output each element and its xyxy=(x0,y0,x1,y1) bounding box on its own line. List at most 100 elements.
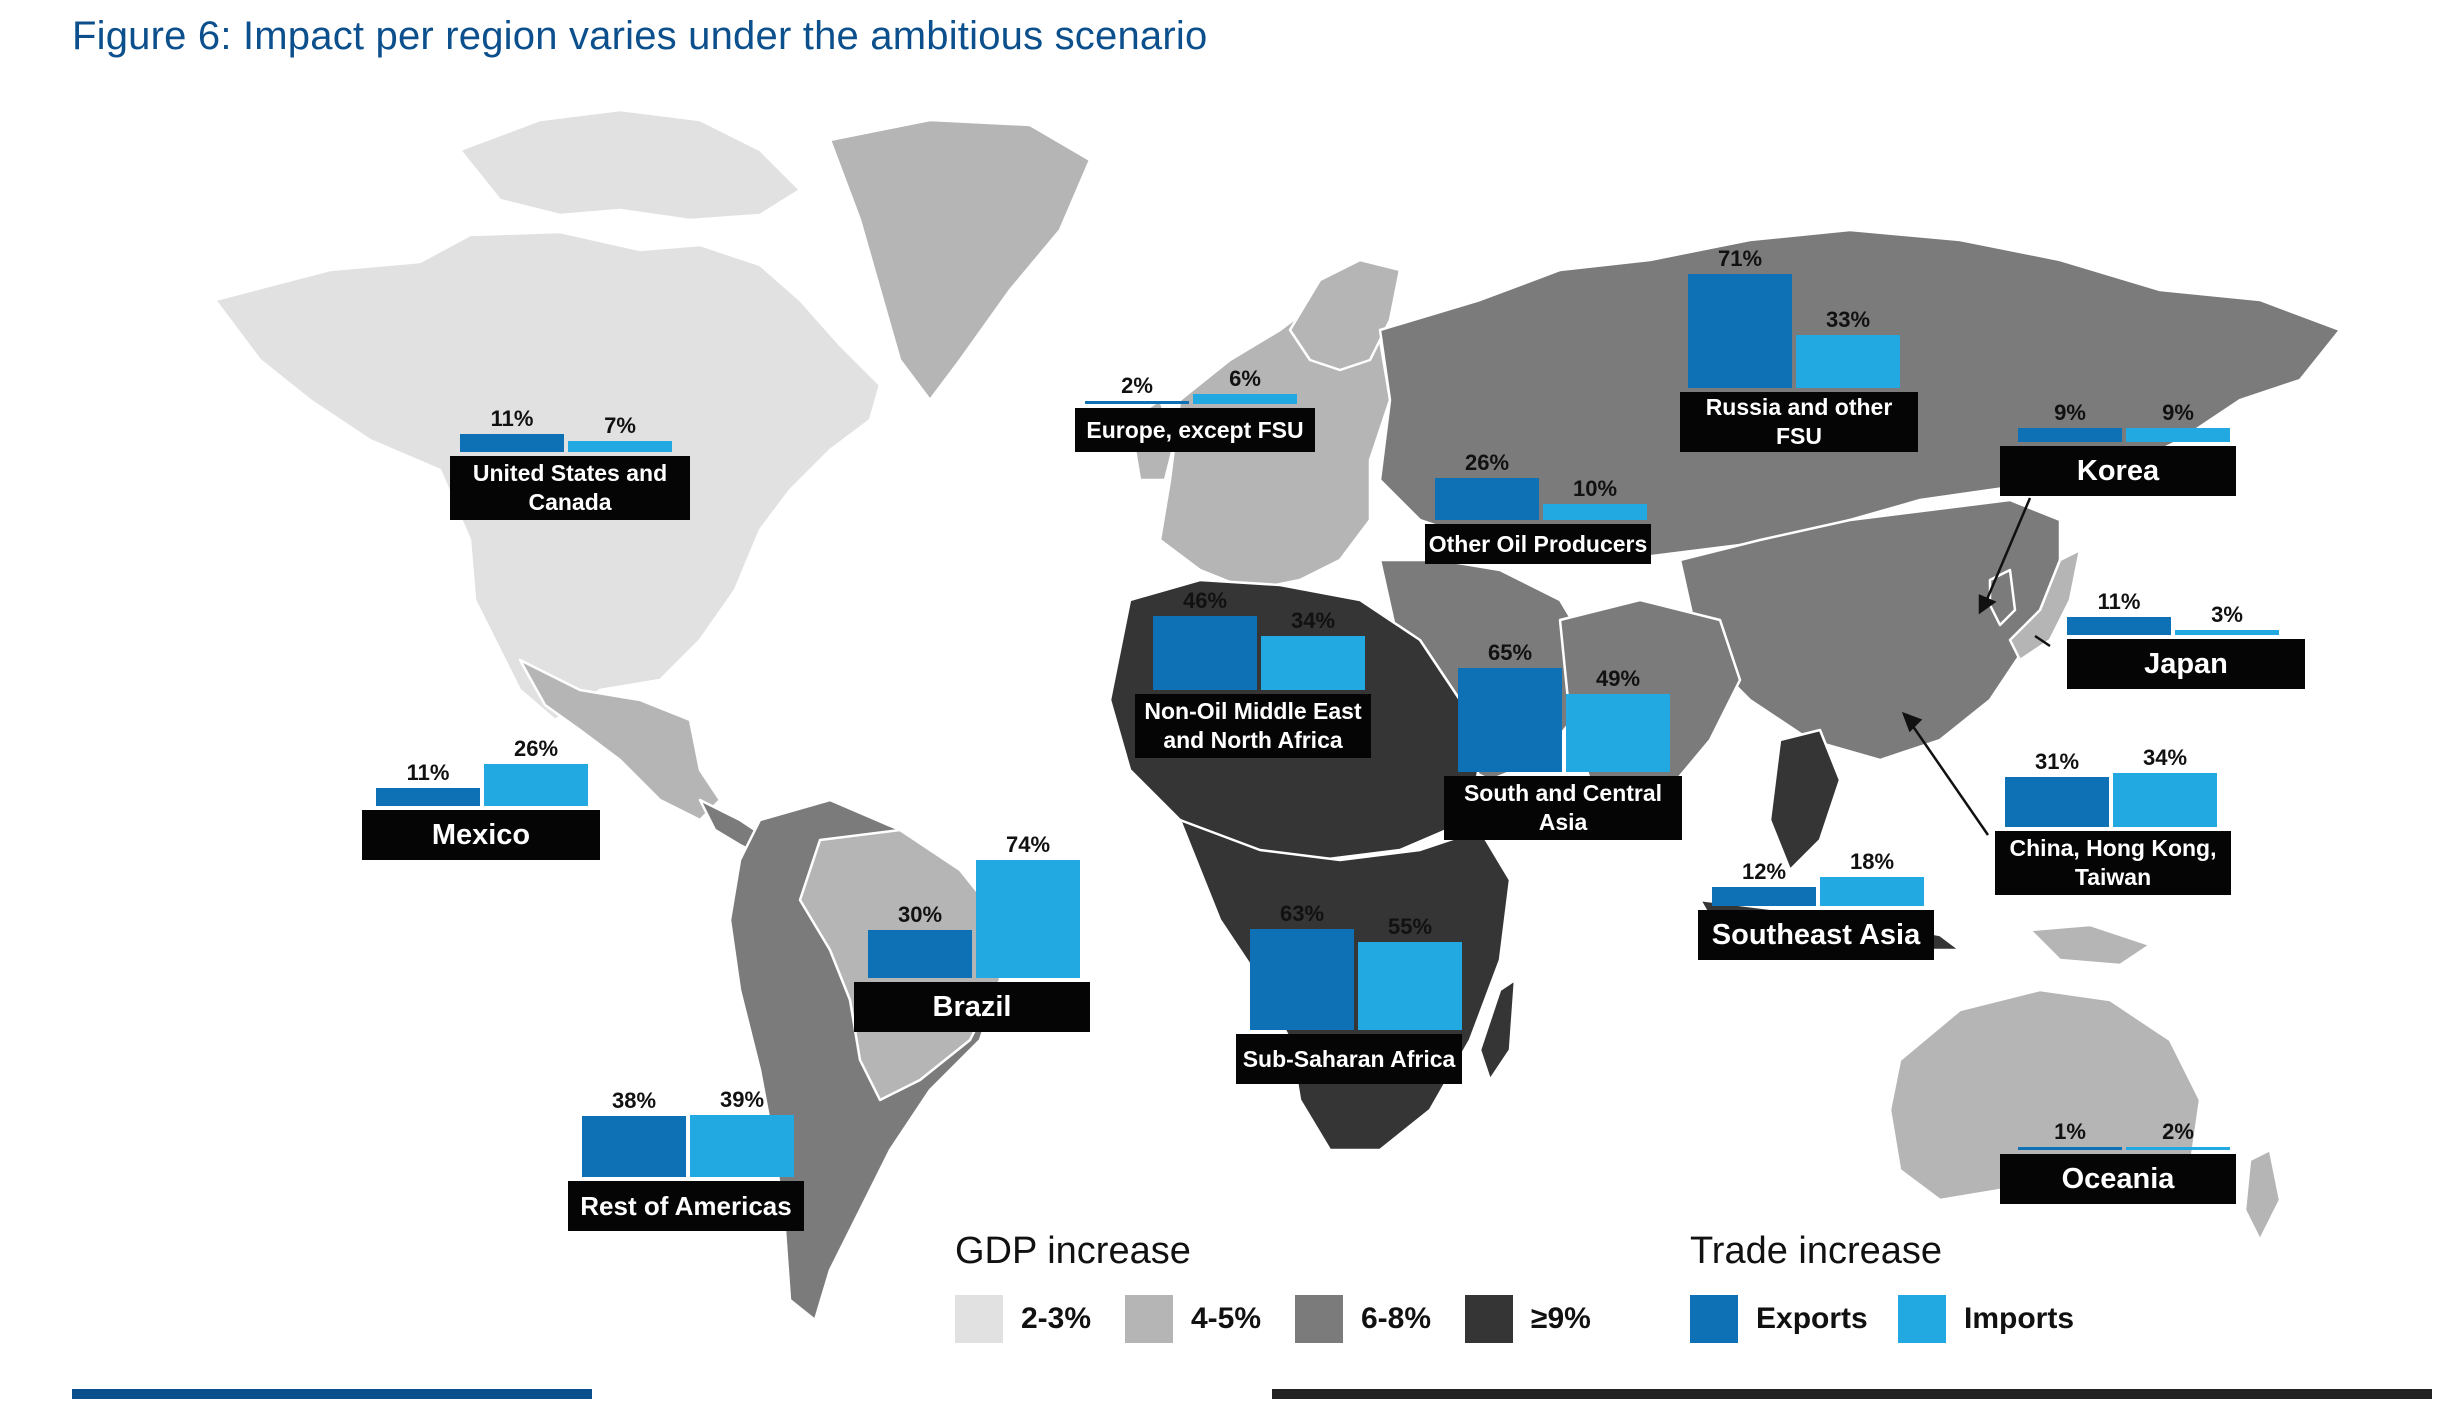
imports-value: 7% xyxy=(604,412,636,438)
legend-label-imports: Imports xyxy=(1964,1302,2075,1335)
exports-value: 9% xyxy=(2054,399,2086,425)
imports-bar xyxy=(568,440,672,452)
imports-bar xyxy=(1261,635,1365,690)
exports-bar xyxy=(1688,274,1792,388)
exports-bar xyxy=(868,930,972,978)
exports-value: 11% xyxy=(406,760,450,786)
legend-swatch-exports xyxy=(1690,1295,1738,1343)
exports-value: 11% xyxy=(490,406,534,432)
region-name-label: Russia and other FSU xyxy=(1680,392,1918,452)
landmass-southeast-asia xyxy=(1768,728,1842,872)
landmass-new-guinea xyxy=(2028,923,2152,967)
exports-value: 65% xyxy=(1487,640,1533,665)
trade-legend-title: Trade increase xyxy=(1690,1230,1943,1272)
imports-bar xyxy=(1193,394,1297,404)
legend-label-gdp-6-8: 6-8% xyxy=(1361,1302,1432,1335)
imports-value: 26% xyxy=(513,736,559,762)
exports-bar xyxy=(1153,616,1257,690)
imports-value: 34% xyxy=(1290,607,1336,633)
legend-swatch-gdp-2-3 xyxy=(955,1295,1003,1343)
landmass-madagascar xyxy=(1478,978,1517,1082)
legend-label-gdp-4-5: 4-5% xyxy=(1191,1302,1262,1335)
imports-value: 10% xyxy=(1572,476,1618,501)
region-name-label: Japan xyxy=(2067,639,2305,689)
legend-gdp-4-5: 4-5% xyxy=(1125,1295,1261,1343)
exports-value: 46% xyxy=(1182,588,1228,614)
imports-value: 18% xyxy=(1849,849,1895,875)
imports-bar xyxy=(1820,877,1924,906)
exports-value: 26% xyxy=(1464,450,1510,476)
imports-value: 33% xyxy=(1825,307,1871,333)
imports-bar xyxy=(1358,942,1462,1030)
region-name-label: Southeast Asia xyxy=(1698,910,1934,960)
exports-bar xyxy=(2067,617,2171,635)
exports-value: 30% xyxy=(897,902,943,927)
exports-value: 63% xyxy=(1279,901,1325,927)
legend-exports: Exports xyxy=(1690,1295,1868,1343)
korea-leader-line xyxy=(1983,497,2032,605)
legend-label-gdp-9: ≥9% xyxy=(1531,1302,1591,1335)
landmass-scandinavia xyxy=(1288,258,1402,372)
landmass-new-zealand xyxy=(2243,1148,2282,1242)
china-arrow-icon xyxy=(1901,711,1923,733)
imports-value: 49% xyxy=(1595,665,1641,691)
imports-value: 55% xyxy=(1387,914,1433,939)
exports-bar xyxy=(2005,777,2109,827)
region-name-label: Rest of Americas xyxy=(568,1181,804,1231)
imports-value: 9% xyxy=(2162,399,2194,425)
imports-bar xyxy=(1566,693,1670,772)
imports-bar xyxy=(690,1114,794,1177)
region-name-label: Oceania xyxy=(2000,1154,2236,1204)
legend-gdp-9: ≥9% xyxy=(1465,1295,1591,1343)
imports-bar xyxy=(976,859,1080,978)
imports-value: 34% xyxy=(2142,744,2188,770)
region-name-label: Non-Oil Middle East and North Africa xyxy=(1135,694,1371,758)
imports-bar xyxy=(1796,335,1900,388)
legend-swatch-imports xyxy=(1898,1295,1946,1343)
legend-gdp-2-3: 2-3% xyxy=(955,1295,1091,1343)
imports-bar xyxy=(2126,427,2230,442)
exports-bar xyxy=(2018,427,2122,442)
legend-label-exports: Exports xyxy=(1756,1302,1868,1335)
exports-value: 38% xyxy=(611,1088,657,1114)
region-name-label: Other Oil Producers xyxy=(1425,524,1651,564)
exports-value: 71% xyxy=(1717,246,1763,272)
exports-bar xyxy=(2018,1147,2122,1150)
exports-value: 12% xyxy=(1741,858,1787,884)
imports-bar xyxy=(2175,630,2279,635)
imports-value: 74% xyxy=(1005,831,1051,857)
figure-title: Figure 6: Impact per region varies under… xyxy=(72,14,1208,58)
legend-imports: Imports xyxy=(1898,1295,2074,1343)
exports-value: 2% xyxy=(1121,372,1153,398)
region-name-label: Korea xyxy=(2000,446,2236,496)
region-name-label: China, Hong Kong, Taiwan xyxy=(1995,831,2231,895)
imports-value: 39% xyxy=(719,1086,765,1112)
landmass-greenland xyxy=(828,118,1092,402)
exports-value: 31% xyxy=(2034,749,2080,775)
imports-value: 6% xyxy=(1229,366,1261,392)
exports-bar xyxy=(1085,400,1189,404)
exports-bar xyxy=(460,434,564,452)
legend-swatch-gdp-6-8 xyxy=(1295,1295,1343,1343)
japan-leader-line xyxy=(2034,634,2051,648)
region-name-label: United States and Canada xyxy=(450,456,690,520)
imports-bar xyxy=(1543,504,1647,520)
imports-bar xyxy=(2113,772,2217,827)
legend-label-gdp-2-3: 2-3% xyxy=(1021,1302,1092,1335)
exports-bar xyxy=(582,1116,686,1177)
imports-value: 2% xyxy=(2162,1118,2194,1144)
landmass-arctic-islands xyxy=(458,108,802,222)
region-name-label: Mexico xyxy=(362,810,600,860)
region-name-label: South and Central Asia xyxy=(1444,776,1682,840)
imports-bar xyxy=(2126,1146,2230,1150)
exports-bar xyxy=(1435,478,1539,520)
region-name-label: Sub-Saharan Africa xyxy=(1236,1034,1462,1084)
region-name-label: Europe, except FSU xyxy=(1075,408,1315,452)
imports-bar xyxy=(484,764,588,806)
legend-swatch-gdp-9 xyxy=(1465,1295,1513,1343)
cut-off-text-line xyxy=(72,1385,2432,1405)
exports-value: 1% xyxy=(2054,1119,2086,1144)
china-leader-line xyxy=(1908,721,1990,836)
imports-value: 3% xyxy=(2211,602,2243,628)
korea-arrow-icon xyxy=(1978,594,1997,615)
